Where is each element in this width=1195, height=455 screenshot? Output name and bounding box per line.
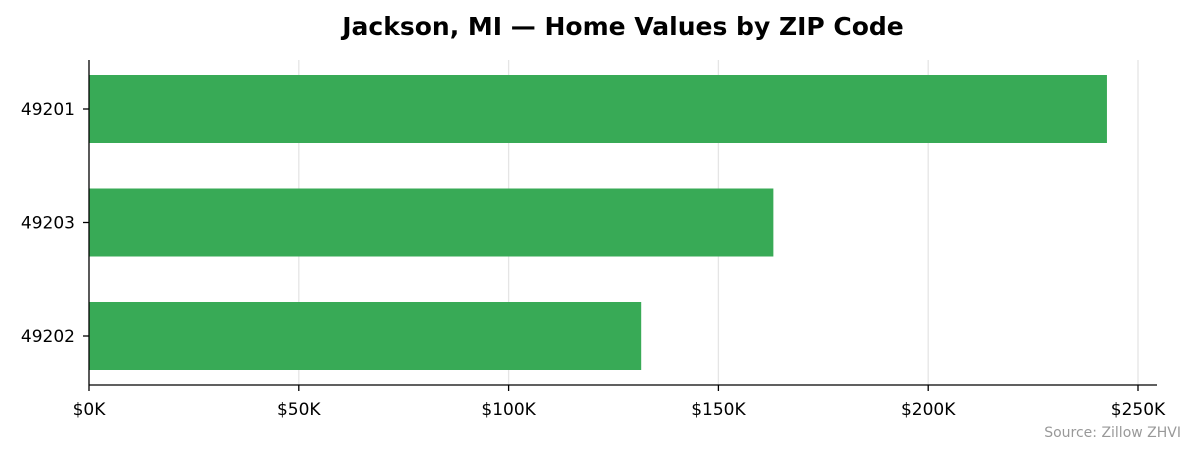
chart-title: Jackson, MI — Home Values by ZIP Code — [340, 12, 904, 41]
bar-49202 — [89, 302, 642, 370]
y-tick-label: 49203 — [21, 214, 75, 234]
bars — [89, 75, 1107, 370]
x-tick-label: $250K — [1111, 400, 1166, 420]
y-tick-label: 49202 — [21, 327, 75, 347]
bar-49203 — [89, 188, 774, 257]
x-tick-label: $0K — [73, 400, 107, 420]
y-tick-label: 49201 — [21, 100, 75, 120]
x-axis-ticks: $0K $50K $100K $150K $200K $250K — [73, 385, 1166, 420]
y-axis-ticks: 49201 49203 49202 — [21, 100, 89, 347]
x-tick-label: $100K — [481, 400, 536, 420]
source-annotation: Source: Zillow ZHVI — [1044, 425, 1181, 441]
bar-49201 — [89, 75, 1107, 143]
x-tick-label: $50K — [277, 400, 321, 420]
x-tick-label: $150K — [691, 400, 746, 420]
x-tick-label: $200K — [901, 400, 956, 420]
